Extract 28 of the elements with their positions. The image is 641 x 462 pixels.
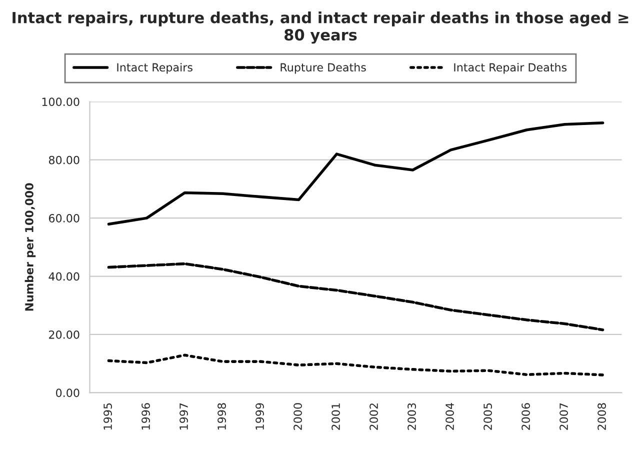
chart-title: Intact repairs, rupture deaths, and intact repair deaths in those aged ≥ 80 years [12,12,628,44]
y-tick-label: 80.00 [48,156,80,164]
x-tick-label: 2007 [560,403,568,430]
legend-label: Intact Repairs [117,62,192,74]
x-tick-label: 2004 [446,403,454,430]
x-tick-label: 1999 [256,403,264,430]
x-tick-label: 2001 [332,403,340,430]
x-tick-label: 1996 [142,403,150,430]
line-series [107,262,604,332]
x-tick-label: 1995 [104,403,112,430]
x-tick-label: 2000 [294,403,302,430]
y-tick-label: 20.00 [49,330,80,339]
y-axis-title: Number per 100,000 [24,183,36,311]
legend-label: Rupture Deaths [280,62,366,74]
y-tick-label: 60.00 [48,214,80,222]
y-tick-label: 100.00 [42,98,80,106]
x-tick-label: 2006 [522,403,530,430]
y-tick-label: 0.00 [56,388,80,398]
x-tick-label: 2003 [408,403,416,430]
x-tick-label: 2005 [484,403,492,430]
y-tick-label: 40.00 [48,272,80,281]
x-tick-label: 1998 [218,403,226,430]
line-series [107,354,604,376]
x-tick-label: 2008 [598,403,606,430]
x-tick-label: 1997 [180,403,188,430]
legend-label: Intact Repair Deaths [454,62,567,74]
line-series [107,121,604,226]
x-tick-label: 2002 [370,404,378,430]
